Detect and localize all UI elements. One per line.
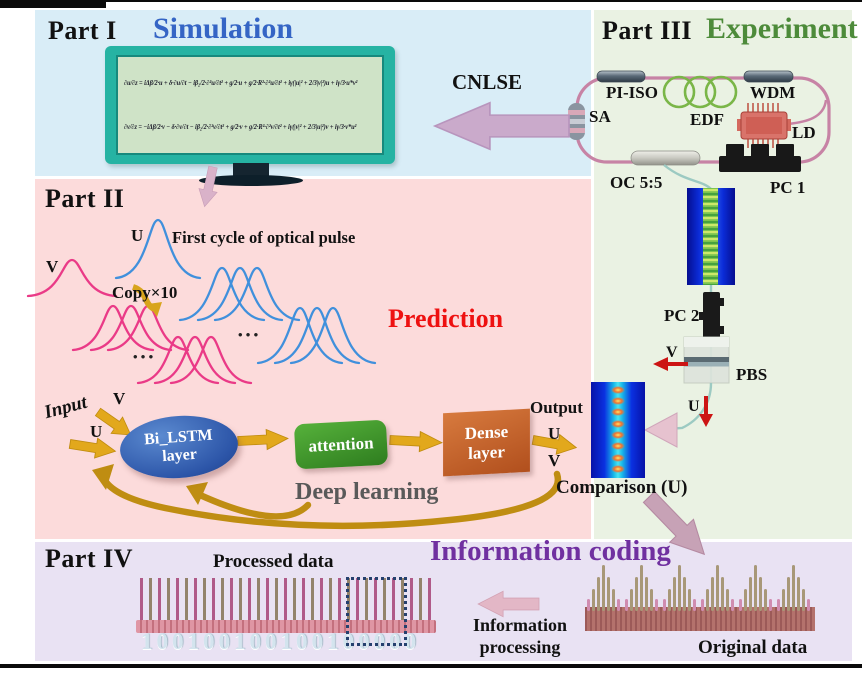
monitor-stand bbox=[233, 163, 269, 178]
output-v: V bbox=[548, 451, 561, 470]
coded-bits-highlight-box bbox=[346, 577, 407, 646]
original-data-bars bbox=[587, 565, 810, 611]
edf-label: EDF bbox=[690, 110, 724, 129]
pink-ellipsis: • • • bbox=[133, 349, 154, 364]
part2-label: Part II bbox=[45, 184, 125, 213]
monitor-base bbox=[199, 175, 303, 186]
top-rule bbox=[106, 0, 862, 2]
deep-learning-label: Deep learning bbox=[295, 479, 439, 505]
monitor-screen: ∂u/∂z = iΔβ/2·u + δ·∂u/∂t − iβ₂/2·∂²u/∂t… bbox=[116, 55, 384, 155]
output-label: Output bbox=[530, 398, 583, 417]
first-cycle-label: First cycle of optical pulse bbox=[172, 228, 356, 247]
oc-label: OC 5:5 bbox=[610, 173, 663, 192]
wdm-label: WDM bbox=[750, 83, 796, 102]
dense-layer-block: Dense layer bbox=[443, 408, 530, 477]
sa-label: SA bbox=[589, 107, 611, 126]
cnlse-label: CNLSE bbox=[452, 70, 523, 94]
blue-ellipsis: • • • bbox=[238, 327, 259, 342]
pbs-label: PBS bbox=[736, 365, 768, 384]
cnlse-equation-u: ∂u/∂z = iΔβ/2·u + δ·∂u/∂t − iβ₂/2·∂²u/∂t… bbox=[124, 79, 358, 87]
original-data-baseband bbox=[585, 607, 815, 631]
ld-label: LD bbox=[792, 123, 816, 142]
processed-data-baseband bbox=[136, 620, 436, 633]
info-processing-line1: Information bbox=[473, 615, 567, 635]
pc1-label: PC 1 bbox=[770, 178, 806, 197]
monitor: ∂u/∂z = iΔβ/2·u + δ·∂u/∂t − iβ₂/2·∂²u/∂t… bbox=[105, 46, 395, 164]
original-data-comb bbox=[585, 565, 815, 631]
part3-label: Part III bbox=[602, 16, 692, 45]
bottom-rule bbox=[0, 664, 862, 668]
simulation-title: Simulation bbox=[153, 12, 294, 45]
prediction-title: Prediction bbox=[388, 304, 504, 333]
pbs-v-label: V bbox=[666, 344, 678, 361]
information-coding-title: Information coding bbox=[430, 535, 671, 567]
part1-label: Part I bbox=[48, 16, 117, 45]
output-u: U bbox=[548, 424, 561, 443]
info-processing-line2: processing bbox=[479, 636, 561, 657]
pbs-u-label: U bbox=[688, 398, 700, 415]
pi-iso-label: PI-ISO bbox=[606, 83, 658, 102]
comparison-label: Comparison (U) bbox=[556, 477, 688, 498]
part4-label: Part IV bbox=[45, 544, 133, 573]
attention-block: attention bbox=[293, 419, 389, 470]
processed-data-comb bbox=[140, 578, 433, 622]
top-left-rule bbox=[0, 0, 106, 8]
dense-line2: layer bbox=[468, 441, 505, 463]
pc2-label: PC 2 bbox=[664, 306, 700, 325]
attention-label: attention bbox=[307, 432, 375, 456]
original-data-label: Original data bbox=[698, 637, 808, 658]
processed-data-label: Processed data bbox=[213, 551, 334, 572]
experiment-title: Experiment bbox=[706, 12, 858, 45]
cnlse-equation-v: ∂v/∂z = −iΔβ/2·v − δ·∂v/∂t − iβ₂/2·∂²v/∂… bbox=[124, 123, 357, 131]
input-u: U bbox=[90, 422, 103, 441]
information-processing-label: Information processing bbox=[450, 615, 590, 658]
binary-sequence: 100100100100100000 bbox=[141, 629, 420, 654]
copy-label: Copy×10 bbox=[112, 283, 178, 302]
u-pulse-label: U bbox=[131, 226, 144, 245]
v-pulse-label: V bbox=[46, 257, 59, 276]
input-v: V bbox=[113, 389, 126, 408]
